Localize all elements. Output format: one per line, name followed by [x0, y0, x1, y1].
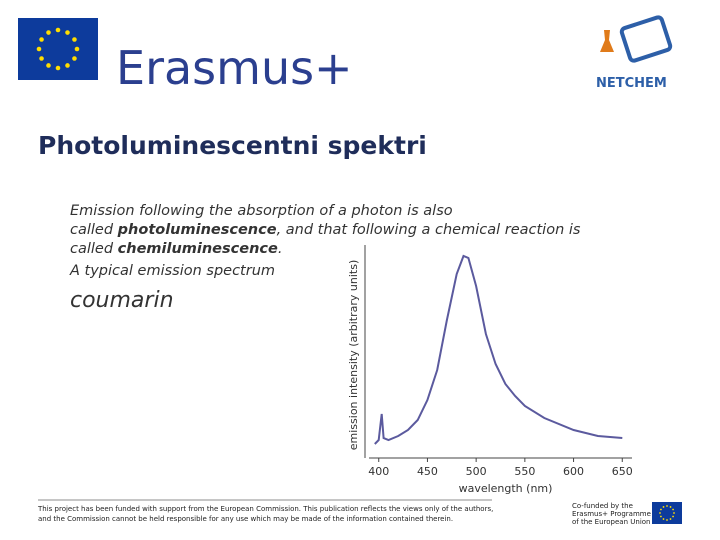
- star: [666, 519, 668, 521]
- brand: Erasmus+: [116, 41, 353, 95]
- slide-title: Photoluminescentni spektri: [38, 131, 427, 160]
- star: [659, 512, 661, 514]
- star: [669, 518, 672, 520]
- x-tick-label: 550: [514, 465, 535, 478]
- x-tick-label: 400: [368, 465, 389, 478]
- footer-text: and the Commission cannot be held respon…: [38, 515, 453, 523]
- footer-text: This project has been funded with suppor…: [37, 505, 493, 513]
- y-axis-label: emission intensity (arbitrary units): [347, 260, 360, 450]
- x-tick-label: 650: [612, 465, 633, 478]
- x-tick-label: 500: [466, 465, 487, 478]
- text-run: , and that following a chemical reaction…: [277, 222, 581, 238]
- star: [673, 512, 675, 514]
- term: photoluminescence: [117, 222, 277, 238]
- spectrum-chart: 400 450 500 550 600 650 wavelength (nm) emissio…: [347, 245, 633, 495]
- star: [666, 505, 668, 507]
- body-text: called photoluminescence, and that follo…: [70, 222, 581, 238]
- star: [55, 65, 61, 71]
- star: [39, 56, 44, 61]
- star: [672, 508, 674, 511]
- star: [672, 515, 674, 518]
- star: [36, 46, 42, 52]
- eu-flag-small: [652, 502, 682, 524]
- star: [72, 37, 77, 42]
- star: [65, 30, 70, 35]
- compound-name: coumarin: [70, 288, 174, 313]
- partner-logo: NETCHEM: [596, 76, 667, 91]
- text-run: .: [278, 241, 283, 257]
- star: [662, 506, 665, 508]
- cofund-text: Erasmus+ Programme: [572, 510, 651, 518]
- body-text: A typical emission spectrum: [69, 263, 275, 279]
- text-run: called: [70, 222, 118, 238]
- star: [55, 27, 61, 33]
- star: [662, 518, 665, 520]
- spectrum-line: [374, 254, 623, 445]
- star: [65, 63, 70, 68]
- star: [39, 37, 44, 42]
- star: [660, 515, 662, 518]
- term: chemiluminescence: [118, 241, 278, 257]
- x-tick-label: 450: [417, 465, 438, 478]
- cofund-text: of the European Union: [572, 518, 650, 526]
- eu-flag: [18, 18, 98, 80]
- body-text: called chemiluminescence.: [70, 241, 282, 257]
- star: [74, 46, 80, 52]
- cofund-text: Co-funded by the: [572, 502, 633, 510]
- star: [669, 506, 672, 508]
- star: [660, 508, 662, 511]
- text-run: called: [70, 241, 118, 257]
- x-axis-label: wavelength (nm): [459, 482, 553, 495]
- x-tick-label: 600: [563, 465, 584, 478]
- star: [46, 30, 51, 35]
- star: [46, 63, 51, 68]
- star: [72, 56, 77, 61]
- eu-stars: [36, 27, 80, 71]
- netchem-logo: NETCHEM: [596, 15, 673, 91]
- body-text: Emission following the absorption of a p…: [70, 203, 453, 219]
